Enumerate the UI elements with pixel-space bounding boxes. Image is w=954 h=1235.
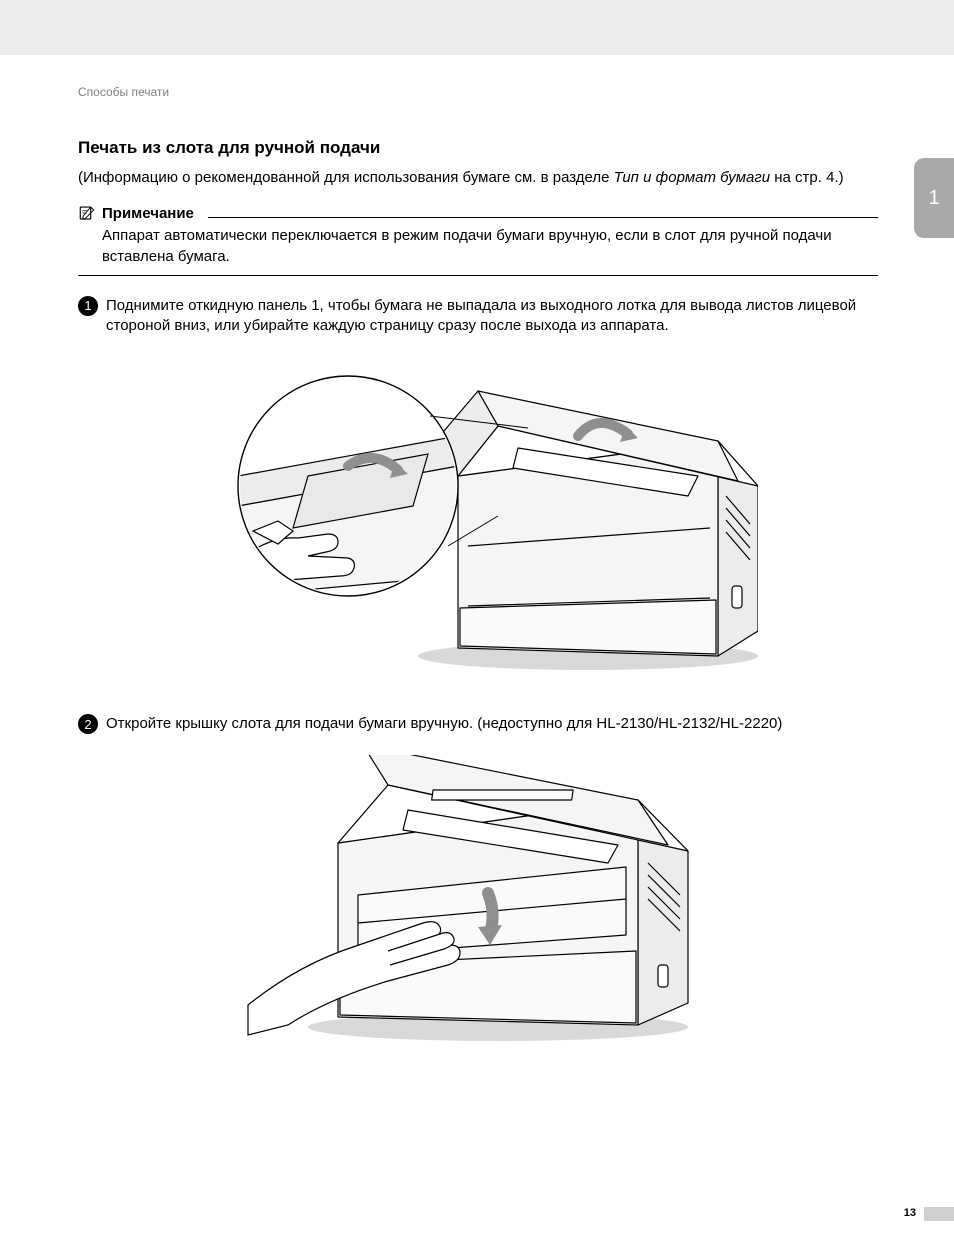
note-rule (208, 217, 878, 218)
note-label: Примечание (102, 205, 194, 222)
figure-2 (78, 755, 878, 1055)
intro-link-text[interactable]: Тип и формат бумаги (614, 169, 770, 186)
intro-prefix: (Информацию о рекомендованной для исполь… (78, 169, 614, 186)
intro-suffix: на стр. 4.) (770, 169, 844, 186)
step-2-text: Откройте крышку слота для подачи бумаги … (106, 714, 782, 734)
note-block: Примечание Аппарат автоматически переклю… (78, 204, 878, 276)
breadcrumb: Способы печати (78, 85, 169, 99)
intro-paragraph: (Информацию о рекомендованной для исполь… (78, 168, 878, 188)
content-area: Печать из слота для ручной подачи (Инфор… (78, 138, 878, 1055)
chapter-tab: 1 (914, 158, 954, 238)
note-underline (78, 275, 878, 276)
page-number: 13 (904, 1207, 916, 1219)
section-title: Печать из слота для ручной подачи (78, 138, 878, 158)
figure-1 (78, 356, 878, 686)
page: Способы печати 1 Печать из слота для руч… (0, 55, 954, 1235)
step-1-text: Поднимите откидную панель 1, чтобы бумаг… (106, 296, 878, 337)
note-icon (78, 204, 96, 222)
step-bullet-1: 1 (78, 296, 98, 316)
page-number-bar (924, 1207, 954, 1221)
step-bullet-2: 2 (78, 714, 98, 734)
step-2: 2 Откройте крышку слота для подачи бумаг… (78, 714, 878, 734)
note-body: Аппарат автоматически переключается в ре… (102, 226, 878, 267)
viewer-topbar (0, 0, 954, 55)
step-1: 1 Поднимите откидную панель 1, чтобы бум… (78, 296, 878, 337)
